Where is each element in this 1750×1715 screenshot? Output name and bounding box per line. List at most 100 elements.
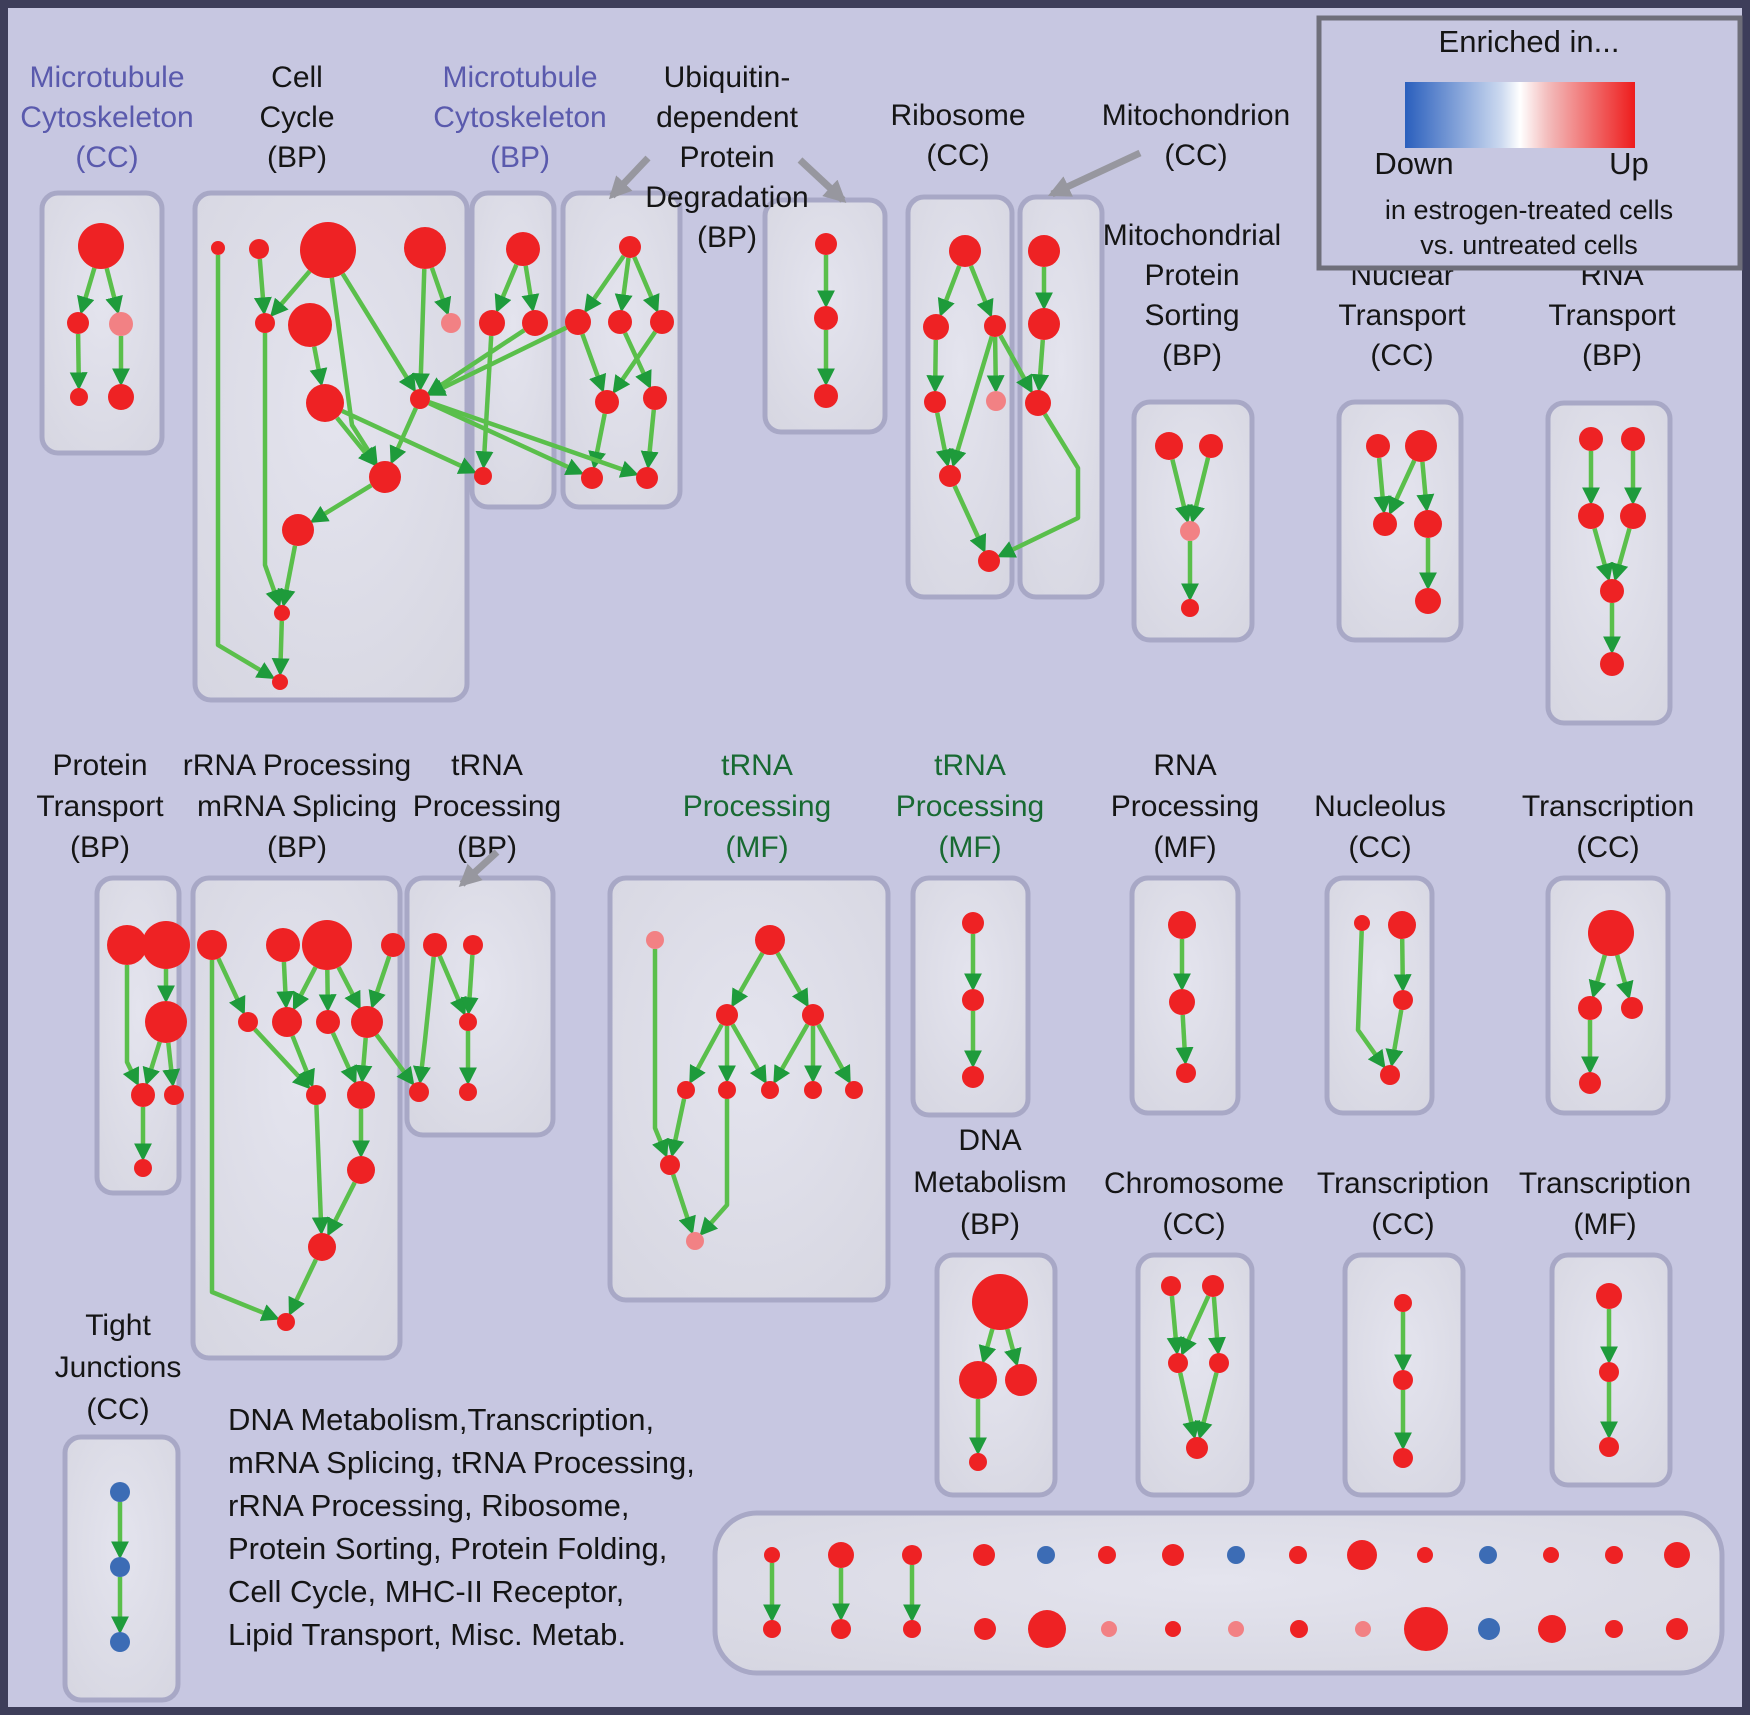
mito-sorting-label: Mitochondrial (1103, 219, 1281, 252)
rna-processing-mf-label: RNA (1153, 749, 1216, 782)
microtubule-cc-label: (CC) (75, 141, 138, 174)
ubiquitin-1-node-4-up (595, 390, 619, 414)
ribosome-edge (949, 335, 994, 468)
trna-mf-1-label: tRNA (721, 749, 793, 782)
misc-box-node-17-up (903, 1620, 921, 1638)
ubiquitin-1-label: Ubiquitin- (664, 61, 791, 94)
rna-transport-node-5-up (1600, 652, 1624, 676)
rrna-mrna-node-5-up (272, 1007, 302, 1037)
mitochondrion-label: Mitochondrion (1102, 99, 1290, 132)
microtubule-bp-box (469, 190, 557, 510)
cell-cycle-edge (340, 272, 416, 393)
transcription-cc-1-box (1545, 875, 1671, 1116)
trna-mf-1-label: (MF) (725, 831, 788, 864)
microtubule-cc-node-2-up (109, 312, 133, 336)
chromosome-edge (1208, 1296, 1226, 1356)
trna-bp-edge (460, 954, 479, 1016)
ubiquitin-1-edge (632, 256, 660, 314)
trna-mf-1-edge (689, 1023, 724, 1085)
cell-cycle-edge (309, 483, 373, 523)
microtubule-bp-label: (BP) (490, 141, 550, 174)
cell-cycle-edge (429, 267, 452, 316)
mito-sorting-node-0-up (1155, 432, 1183, 460)
trna-bp-edge (412, 956, 436, 1085)
ubiquitin-1-node-0-up (619, 236, 641, 258)
nucleolus-node-2-up (1393, 990, 1413, 1010)
ubiquitin-2-node-1-up (814, 306, 838, 330)
transcription-cc-2-label: Transcription (1317, 1167, 1489, 1200)
microtubule-bp-node-2-up (522, 310, 548, 336)
cell-cycle-node-11-up (274, 605, 290, 621)
protein-transport-node-3-up (131, 1083, 155, 1107)
ubiquitin-1-edge (580, 333, 607, 393)
cell-cycle-edge (329, 277, 378, 466)
rrna-mrna-edge (292, 966, 318, 1011)
chromosome-node-1-up (1202, 1275, 1224, 1297)
rrna-mrna-edge (253, 1027, 311, 1090)
misc-box-node-10-up (1417, 1547, 1433, 1563)
misc-box-node-29-up (1666, 1618, 1688, 1640)
cell-cycle-edge (389, 407, 418, 465)
cross-edge-arrow (428, 400, 639, 478)
misc-box-node-9-up (1347, 1540, 1377, 1570)
misc-box-node-21-up (1165, 1621, 1181, 1637)
tight-junctions-label: Tight (85, 1309, 151, 1342)
misc-box-node-19-up (1028, 1610, 1066, 1648)
trna-mf-1-node-8-up (845, 1081, 863, 1099)
microtubule-cc-edge (104, 267, 123, 315)
nucleolus-label: Nucleolus (1314, 790, 1446, 823)
trna-mf-2-label: (MF) (938, 831, 1001, 864)
microtubule-cc-node-1-up (67, 312, 89, 334)
ribosome-edge (937, 265, 962, 318)
ubiquitin-1-label: (BP) (697, 221, 757, 254)
ribosome-box (905, 194, 1015, 600)
ribosome-label: Ribosome (890, 99, 1025, 132)
nuclear-transport-node-3-up (1414, 510, 1442, 538)
cell-cycle-node-9-up (369, 461, 401, 493)
ubiquitin-1-edge (640, 409, 659, 470)
trna-bp-label: Processing (413, 790, 561, 823)
nucleolus-label: (CC) (1348, 831, 1411, 864)
ubiquitin-1-edge (622, 331, 652, 390)
protein-transport-node-0-up (107, 925, 147, 965)
ribosome-node-2-up (984, 315, 1006, 337)
nuclear-transport-node-1-up (1405, 430, 1437, 462)
rna-transport-node-4-up (1600, 579, 1624, 603)
cell-cycle-edge (271, 620, 290, 677)
rrna-mrna-edge (209, 960, 280, 1322)
trna-mf-1-edge (731, 951, 765, 1008)
trna-mf-1-node-4-up (677, 1081, 695, 1099)
transcription-cc-1-edge (1588, 954, 1607, 999)
ribosome-node-3-up (924, 391, 946, 413)
rrna-mrna-label: rRNA Processing (183, 749, 411, 782)
ubiquitin-1-label: Degradation (645, 181, 808, 214)
chromosome-node-0-up (1161, 1276, 1181, 1296)
misc-box-node-3-up (973, 1544, 995, 1566)
rna-processing-mf-edge (1175, 1014, 1194, 1066)
mito-sorting-node-3-up (1181, 599, 1199, 617)
tight-junctions-label: (CC) (86, 1393, 149, 1426)
misc-box-node-24-up (1355, 1621, 1371, 1637)
protein-transport-node-2-up (145, 1001, 187, 1043)
transcription-mf-label: (MF) (1573, 1208, 1636, 1241)
mito-sorting-edge (1170, 459, 1193, 524)
ribosome-node-5-up (939, 465, 961, 487)
annotation-line: Lipid Transport, Misc. Metab. (228, 1617, 626, 1652)
rna-processing-mf-node-2-up (1176, 1063, 1196, 1083)
cell-cycle-node-2-up (300, 222, 356, 278)
transcription-cc-1-edge (1615, 954, 1634, 1000)
nucleolus-edge (1385, 1009, 1404, 1068)
nucleolus-node-1-up (1388, 911, 1416, 939)
rrna-mrna-node-7-up (351, 1006, 383, 1038)
transcription-cc-2-node-2-up (1393, 1448, 1413, 1468)
misc-box-node-23-up (1290, 1620, 1308, 1638)
nuclear-transport-node-2-up (1373, 512, 1397, 536)
annotation-line: DNA Metabolism,Transcription, (228, 1402, 654, 1437)
rrna-mrna-label: mRNA Splicing (197, 790, 397, 823)
rrna-mrna-node-9-up (347, 1081, 375, 1109)
rrna-mrna-node-1-up (266, 928, 300, 962)
cell-cycle-edge (277, 545, 298, 608)
cell-cycle-edge (270, 269, 312, 318)
